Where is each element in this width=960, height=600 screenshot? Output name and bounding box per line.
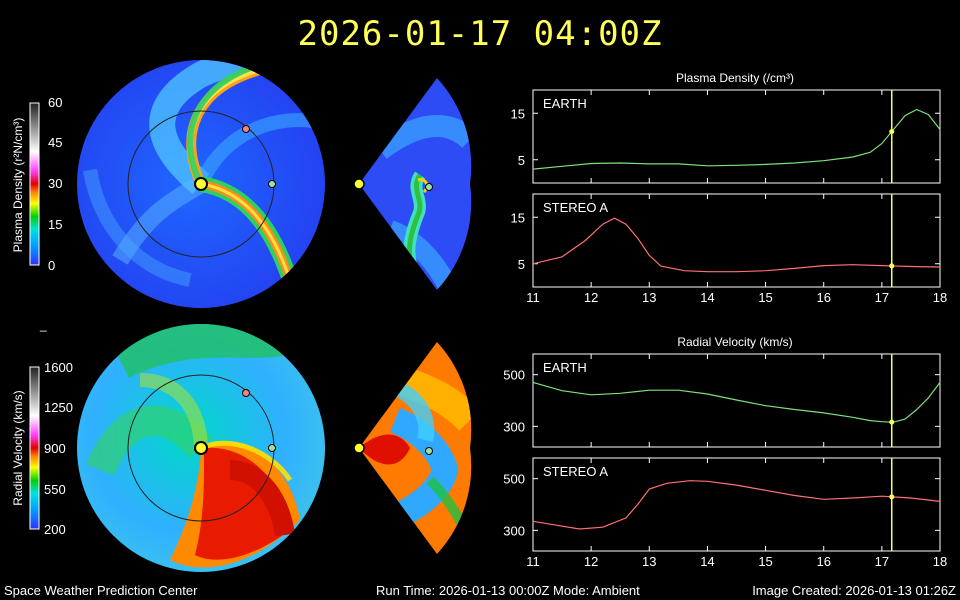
- x-tick-label: 15: [758, 554, 772, 569]
- stereo-a-marker-velocity: [242, 389, 250, 397]
- footer-image-created: Image Created: 2026-01-13 01:26Z: [752, 583, 956, 598]
- velocity-plot-title: Radial Velocity (km/s): [677, 335, 792, 349]
- footer-org: Space Weather Prediction Center: [4, 583, 198, 598]
- x-tick-label: 16: [816, 290, 830, 305]
- density-plot-title: Plasma Density (/cm³): [676, 71, 794, 85]
- density-tick-1: 45: [48, 135, 62, 150]
- velocity-tick-2: 900: [44, 441, 66, 456]
- velocity-colorbar-ramp: [29, 366, 40, 530]
- panel-label: EARTH: [543, 96, 587, 111]
- x-tick-label: 15: [758, 290, 772, 305]
- timestamp-title: 2026-01-17 04:00Z: [297, 14, 663, 54]
- density-ecliptic-map: [77, 60, 325, 308]
- y-tick-label: 500: [503, 368, 525, 383]
- density-colorbar: 60 45 30 15 0 Plasma Density (r²N/cm³): [11, 95, 62, 273]
- sun-marker: [194, 177, 208, 191]
- velocity-tick-3: 550: [44, 482, 66, 497]
- series-line: [532, 217, 941, 273]
- current-value-dot: [889, 419, 895, 425]
- x-tick-label: 13: [642, 290, 656, 305]
- velocity-tick-1: 1250: [44, 400, 73, 415]
- x-tick-label: 12: [584, 290, 598, 305]
- density-colorbar-label: Plasma Density (r²N/cm³): [11, 118, 25, 253]
- panel-label: EARTH: [543, 360, 587, 375]
- y-tick-label: 5: [518, 153, 525, 168]
- velocity-tick-4: 200: [44, 522, 66, 537]
- density-tick-4: 0: [48, 258, 55, 273]
- velocity-ecliptic-map: [77, 324, 325, 572]
- x-tick-label: 17: [875, 290, 889, 305]
- density-tick-3: 15: [48, 217, 62, 232]
- earth-marker-meridional-velocity: [425, 447, 433, 455]
- stereo-a-marker: [242, 125, 250, 133]
- panel-label: STEREO A: [543, 464, 608, 479]
- x-tick-label: 14: [700, 554, 714, 569]
- x-tick-label: 13: [642, 554, 656, 569]
- plot-frame: [532, 457, 941, 552]
- x-tick-label: 12: [584, 554, 598, 569]
- velocity-colorbar: 1600 1250 900 550 200 Radial Velocity (k…: [11, 360, 73, 537]
- y-tick-label: 15: [511, 106, 525, 121]
- plot-frame: [532, 89, 941, 184]
- series-line: [532, 381, 941, 423]
- velocity-tick-0: 1600: [44, 360, 73, 375]
- density-tick-0: 60: [48, 95, 62, 110]
- x-tick-label: 11: [526, 554, 540, 569]
- velocity-meridional-map: [353, 342, 472, 554]
- x-tick-label: 18: [933, 554, 947, 569]
- y-tick-label: 300: [503, 419, 525, 434]
- sun-marker-velocity: [194, 441, 208, 455]
- x-tick-label: 16: [816, 554, 830, 569]
- earth-marker: [268, 180, 276, 188]
- current-value-dot: [889, 129, 895, 135]
- x-tick-label: 17: [875, 554, 889, 569]
- y-tick-label: 15: [511, 210, 525, 225]
- series-line: [532, 108, 941, 170]
- series-line: [532, 480, 941, 530]
- footer-run-time: Run Time: 2026-01-13 00:00Z Mode: Ambien…: [376, 583, 640, 598]
- sun-marker-meridional: [353, 178, 365, 190]
- x-tick-label: 14: [700, 290, 714, 305]
- earth-marker-meridional: [425, 183, 433, 191]
- x-tick-label: 18: [933, 290, 947, 305]
- velocity-colorbar-label: Radial Velocity (km/s): [11, 390, 25, 505]
- timeseries-panels: 5 15 EARTH 5 15 11 12 13 14 15 16 17 18 STEREO A 300 50…: [503, 89, 947, 569]
- y-tick-label: 5: [518, 257, 525, 272]
- sun-marker-meridional-velocity: [353, 442, 365, 454]
- density-tick-2: 30: [48, 176, 62, 191]
- y-tick-label: 500: [503, 472, 525, 487]
- separator-dash: _: [40, 318, 47, 332]
- earth-marker-velocity: [268, 444, 276, 452]
- current-value-dot: [889, 494, 895, 500]
- panel-label: STEREO A: [543, 200, 608, 215]
- density-colorbar-ramp: [29, 102, 40, 266]
- x-tick-label: 11: [526, 290, 540, 305]
- y-tick-label: 300: [503, 523, 525, 538]
- density-meridional-map: [353, 78, 472, 290]
- current-value-dot: [889, 263, 895, 269]
